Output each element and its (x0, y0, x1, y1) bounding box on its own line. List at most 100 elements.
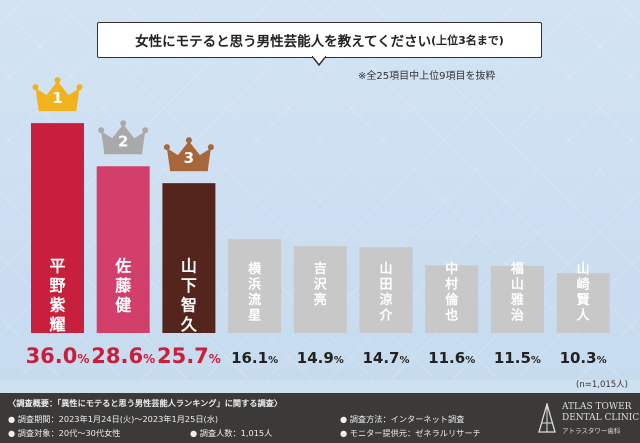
bar-6 (359, 247, 413, 333)
value-number-1: 36.0 (26, 344, 78, 368)
clinic-logo: ATLAS TOWER DENTAL CLINIC アトラスタワー歯科 (536, 399, 639, 437)
bar-4 (228, 239, 282, 333)
bar-8 (490, 265, 544, 333)
value-unit-1: % (77, 352, 89, 366)
footer-provider: ● モニター提供元：ゼネラルリサーチ (340, 428, 481, 438)
value-unit-4: % (268, 355, 278, 366)
bar-7 (425, 265, 479, 333)
bar-label-8-char-2: 山 (511, 277, 524, 293)
value-label-1: 36.0% (26, 344, 90, 368)
bar-label-7-char-3: 倫 (445, 292, 459, 308)
bar-label-2-char-3: 健 (115, 296, 131, 315)
value-number-9: 10.3 (560, 349, 597, 367)
chart-title: 女性にモテると思う男性芸能人を教えてください (上位3名まで) (97, 22, 542, 58)
sample-size-label: (n=1,015人) (576, 380, 628, 390)
bar-label-6-char-2: 田 (379, 278, 392, 293)
value-unit-9: % (597, 355, 607, 366)
crown-jewel-3-3 (207, 144, 214, 151)
bar-2 (96, 166, 150, 333)
bar-3 (162, 183, 216, 333)
bar-label-6-char-1: 山 (379, 261, 392, 277)
value-label-6: 14.7% (362, 349, 409, 367)
bar-label-1-char-4: 耀 (49, 315, 65, 334)
crown-jewel-1-1 (32, 84, 39, 91)
chart-title-main: 女性にモテると思う男性芸能人を教えてください (135, 34, 432, 50)
value-unit-8: % (531, 355, 541, 366)
bar-label-4-char-1: 横 (248, 261, 262, 277)
value-number-7: 11.6 (428, 349, 465, 367)
crown-rank-2: 2 (118, 132, 128, 150)
bar-label-6-char-4: 介 (378, 308, 393, 324)
bar-label-4-char-2: 浜 (248, 277, 261, 293)
value-number-4: 16.1 (231, 349, 268, 367)
crown-rank-3: 3 (184, 149, 194, 167)
bar-label-3-char-2: 下 (181, 276, 197, 295)
tower-logo-icon (538, 403, 556, 433)
footer-target: ● 調査対象：20代〜30代女性 (8, 428, 121, 438)
bar-label-9-char-3: 賢 (577, 292, 591, 308)
bar-label-3-char-1: 山 (181, 257, 197, 276)
bar-label-5-char-2: 沢 (314, 277, 328, 293)
crown-jewel-2-2 (120, 120, 127, 127)
bar-label-3-char-4: 久 (181, 315, 198, 334)
footer-heading: 〈調査概要：「異性にモテると思う男性芸能人ランキング」に関する調査〉 (8, 398, 283, 408)
bar-chart: 平野紫耀36.0%1佐藤健28.6%2山下智久25.7%3横浜流星16.1%吉沢… (26, 77, 628, 390)
crown-jewel-2-1 (98, 127, 105, 134)
value-label-5: 14.9% (297, 349, 344, 367)
bar-label-5-char-1: 吉 (314, 262, 327, 277)
crown-jewel-3-2 (185, 137, 192, 144)
value-unit-6: % (399, 355, 409, 366)
survey-footer: 〈調査概要：「異性にモテると思う男性芸能人ランキング」に関する調査〉 ● 調査期… (0, 393, 640, 443)
bar-label-8-char-4: 治 (511, 308, 524, 324)
bar-label-7-char-2: 村 (445, 277, 458, 293)
crown-jewel-1-3 (76, 84, 83, 91)
bar-label-4-char-4: 星 (248, 309, 261, 324)
crown-band-3 (169, 167, 208, 172)
value-number-3: 25.7 (157, 344, 209, 368)
footer-period: ● 調査期間：2023年1月24日(火)〜2023年1月25日(水) (8, 414, 219, 424)
bar-1 (31, 123, 84, 334)
value-label-8: 11.5% (494, 349, 541, 367)
crown-jewel-2-3 (142, 127, 149, 134)
bar-label-1-char-1: 平 (49, 257, 65, 276)
value-number-2: 28.6 (91, 344, 143, 368)
bar-label-7-char-1: 中 (445, 261, 458, 277)
logo-line-3: アトラスタワー歯科 (562, 427, 621, 435)
value-label-4: 16.1% (231, 349, 278, 367)
crown-jewel-3-1 (163, 144, 170, 151)
value-number-8: 11.5 (494, 349, 531, 367)
chart-title-sub: (上位3名まで) (431, 34, 504, 47)
footer-method: ● 調査方法：インターネット調査 (340, 414, 465, 424)
bar-label-7-char-4: 也 (445, 308, 458, 324)
bar-label-8-char-3: 雅 (511, 292, 524, 308)
value-number-6: 14.7 (362, 349, 399, 367)
bar-5 (293, 246, 347, 333)
bar-label-5-char-3: 亮 (314, 292, 327, 308)
crown-icon-1 (35, 81, 80, 110)
bar-label-6-char-3: 涼 (379, 292, 392, 308)
value-unit-7: % (465, 355, 475, 366)
bar-9 (556, 272, 610, 333)
crown-band-2 (104, 150, 143, 155)
value-label-9: 10.3% (560, 349, 607, 367)
excerpt-note: ※全25項目中上位9項目を抜粋 (358, 71, 496, 82)
bar-label-2-char-1: 佐 (114, 257, 131, 276)
footer-count: ● 調査人数：1,015人 (190, 428, 273, 438)
bar-label-4-char-3: 流 (248, 292, 261, 308)
value-number-5: 14.9 (297, 349, 334, 367)
value-label-3: 25.7% (157, 344, 221, 368)
bar-label-1-char-2: 野 (49, 276, 65, 295)
bar-label-9-char-4: 人 (577, 308, 591, 324)
title-speech-tail (312, 56, 326, 66)
value-unit-5: % (334, 355, 344, 366)
crown-icon-3 (166, 141, 211, 170)
bar-label-9-char-1: 山 (577, 261, 590, 277)
bar-label-8-char-1: 福 (510, 261, 524, 277)
crown-band-1 (38, 107, 77, 112)
value-label-7: 11.6% (428, 349, 475, 367)
logo-line-2: DENTAL CLINIC (562, 413, 640, 423)
bar-label-9-char-2: 崎 (577, 277, 590, 293)
crown-jewel-1-2 (54, 77, 61, 84)
bar-label-1-char-3: 紫 (49, 296, 65, 315)
logo-line-1: ATLAS TOWER (562, 402, 632, 412)
